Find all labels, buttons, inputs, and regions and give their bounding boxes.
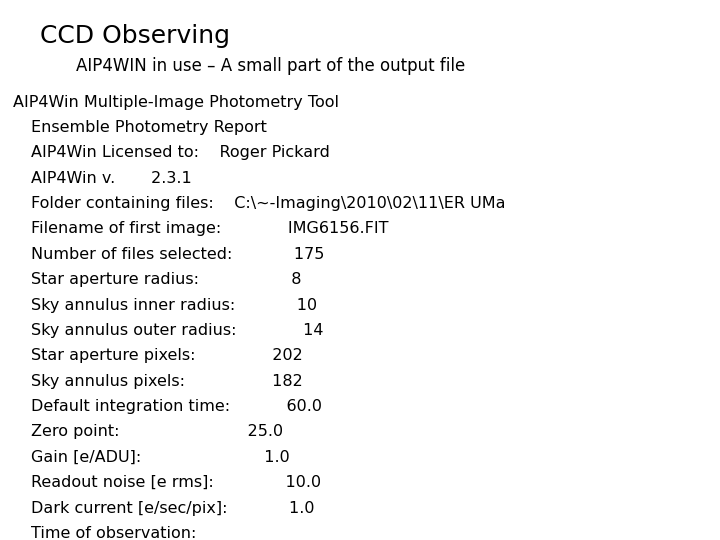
Text: CCD Observing: CCD Observing xyxy=(40,24,230,48)
Text: Dark current [e/sec/pix]:            1.0: Dark current [e/sec/pix]: 1.0 xyxy=(31,501,315,516)
Text: AIP4Win Licensed to:    Roger Pickard: AIP4Win Licensed to: Roger Pickard xyxy=(31,145,330,160)
Text: Default integration time:           60.0: Default integration time: 60.0 xyxy=(31,399,322,414)
Text: Filename of first image:             IMG6156.FIT: Filename of first image: IMG6156.FIT xyxy=(31,221,389,237)
Text: Star aperture radius:                  8: Star aperture radius: 8 xyxy=(31,272,302,287)
Text: AIP4Win v.       2.3.1: AIP4Win v. 2.3.1 xyxy=(31,171,192,186)
Text: Sky annulus outer radius:             14: Sky annulus outer radius: 14 xyxy=(31,323,323,338)
Text: Time of observation:: Time of observation: xyxy=(31,526,197,540)
Text: Sky annulus pixels:                 182: Sky annulus pixels: 182 xyxy=(31,374,302,389)
Text: Sky annulus inner radius:            10: Sky annulus inner radius: 10 xyxy=(31,298,317,313)
Text: Gain [e/ADU]:                        1.0: Gain [e/ADU]: 1.0 xyxy=(31,450,289,465)
Text: Readout noise [e rms]:              10.0: Readout noise [e rms]: 10.0 xyxy=(31,475,321,490)
Text: AIP4Win Multiple-Image Photometry Tool: AIP4Win Multiple-Image Photometry Tool xyxy=(13,94,339,110)
Text: Zero point:                         25.0: Zero point: 25.0 xyxy=(31,424,283,440)
Text: AIP4WIN in use – A small part of the output file: AIP4WIN in use – A small part of the out… xyxy=(76,57,465,75)
Text: Folder containing files:    C:\~-Imaging\2010\02\11\ER UMa: Folder containing files: C:\~-Imaging\20… xyxy=(31,196,505,211)
Text: Star aperture pixels:               202: Star aperture pixels: 202 xyxy=(31,348,302,363)
Text: Ensemble Photometry Report: Ensemble Photometry Report xyxy=(31,120,267,135)
Text: Number of files selected:            175: Number of files selected: 175 xyxy=(31,247,324,262)
